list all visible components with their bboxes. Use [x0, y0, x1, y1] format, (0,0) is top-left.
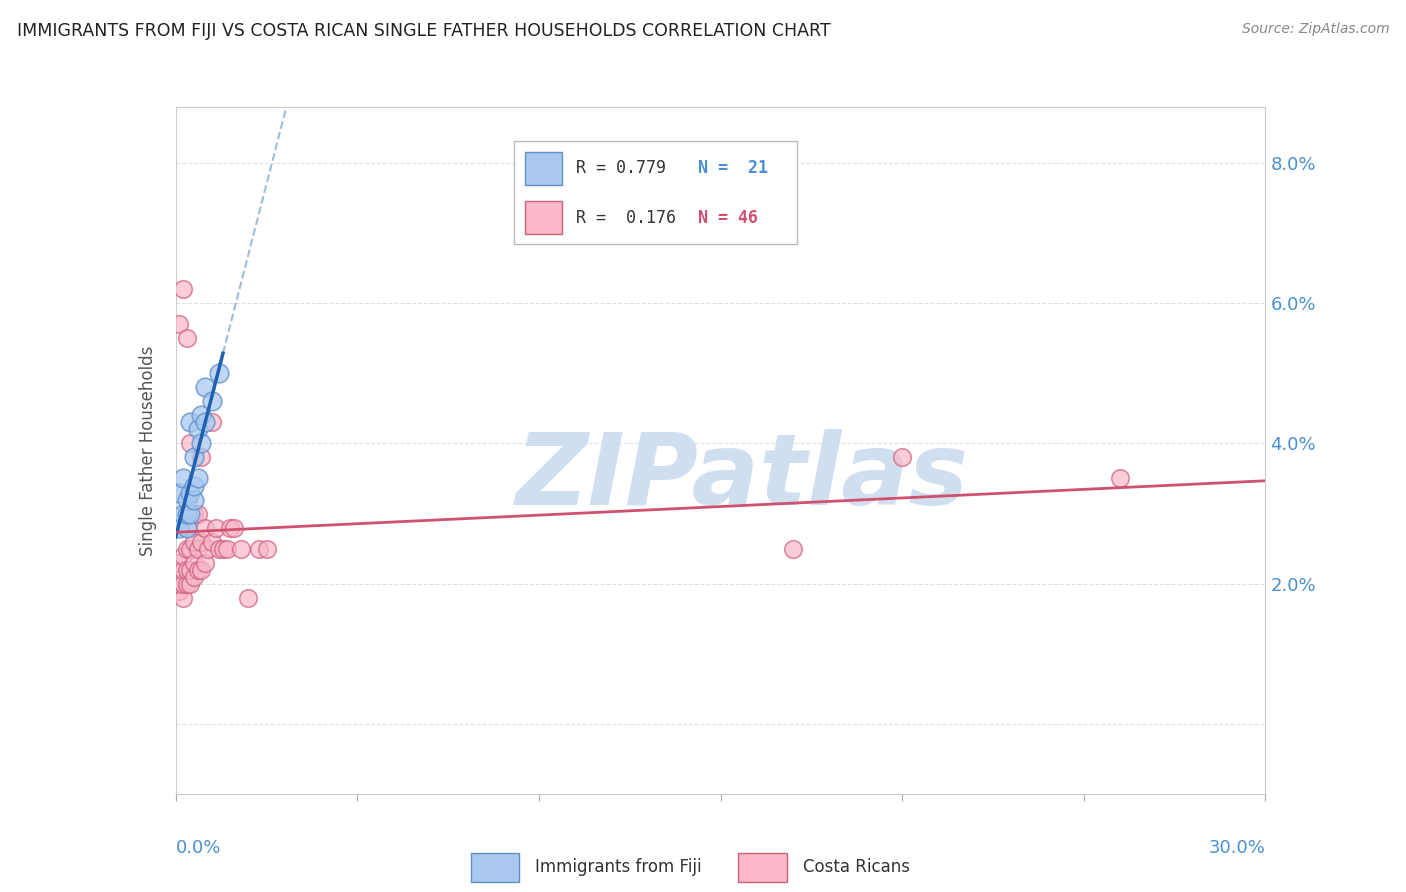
Point [176, 520, 198, 534]
Text: R =  0.176: R = 0.176 [576, 209, 676, 227]
Point [891, 450, 914, 465]
Point [190, 563, 212, 577]
Point [194, 556, 217, 570]
Point [176, 507, 198, 521]
Point [179, 416, 201, 430]
Point [176, 520, 198, 534]
Point [190, 436, 212, 450]
Point [169, 556, 191, 570]
Point [172, 549, 194, 563]
Point [179, 576, 201, 591]
Point [169, 520, 191, 534]
Point [169, 576, 191, 591]
Point [183, 556, 205, 570]
Point [169, 318, 191, 332]
Point [176, 331, 198, 345]
Point [201, 394, 224, 409]
Point [186, 507, 209, 521]
FancyBboxPatch shape [524, 201, 562, 234]
Point [186, 563, 209, 577]
Point [194, 416, 217, 430]
Point [176, 576, 198, 591]
Text: N =  21: N = 21 [697, 159, 768, 178]
Point [201, 416, 224, 430]
Point [212, 541, 235, 556]
Point [176, 541, 198, 556]
Point [169, 485, 191, 500]
Point [204, 520, 226, 534]
Text: IMMIGRANTS FROM FIJI VS COSTA RICAN SINGLE FATHER HOUSEHOLDS CORRELATION CHART: IMMIGRANTS FROM FIJI VS COSTA RICAN SING… [17, 22, 831, 40]
Point [256, 541, 278, 556]
Text: 30.0%: 30.0% [1209, 838, 1265, 856]
Text: Source: ZipAtlas.com: Source: ZipAtlas.com [1241, 22, 1389, 37]
Point [231, 541, 253, 556]
Point [179, 563, 201, 577]
Text: N = 46: N = 46 [697, 209, 758, 227]
Point [1109, 471, 1132, 485]
Point [183, 507, 205, 521]
Point [222, 520, 245, 534]
Point [176, 563, 198, 577]
Point [190, 450, 212, 465]
Point [183, 492, 205, 507]
Point [172, 282, 194, 296]
Point [201, 534, 224, 549]
FancyBboxPatch shape [524, 152, 562, 185]
Point [183, 450, 205, 465]
Point [238, 591, 260, 605]
Text: 0.0%: 0.0% [176, 838, 221, 856]
Point [190, 409, 212, 423]
Point [183, 569, 205, 583]
Point [172, 591, 194, 605]
Point [782, 541, 804, 556]
Text: Immigrants from Fiji: Immigrants from Fiji [536, 858, 702, 877]
Point [183, 534, 205, 549]
Point [172, 576, 194, 591]
Point [176, 492, 198, 507]
Point [183, 478, 205, 492]
Point [179, 541, 201, 556]
Point [194, 520, 217, 534]
Text: ZIPatlas: ZIPatlas [516, 429, 969, 526]
Point [186, 471, 209, 485]
Y-axis label: Single Father Households: Single Father Households [139, 345, 157, 556]
Point [172, 471, 194, 485]
Point [179, 436, 201, 450]
Text: R = 0.779: R = 0.779 [576, 159, 666, 178]
Point [179, 485, 201, 500]
Point [186, 422, 209, 436]
Point [186, 541, 209, 556]
Point [215, 541, 238, 556]
FancyBboxPatch shape [738, 854, 786, 881]
Point [172, 563, 194, 577]
FancyBboxPatch shape [471, 854, 519, 881]
Point [190, 534, 212, 549]
Point [172, 507, 194, 521]
Point [169, 583, 191, 598]
Point [194, 380, 217, 394]
FancyBboxPatch shape [513, 141, 797, 244]
Point [247, 541, 270, 556]
Text: Costa Ricans: Costa Ricans [803, 858, 910, 877]
Point [197, 541, 219, 556]
Point [219, 520, 242, 534]
Point [208, 541, 231, 556]
Point [208, 367, 231, 381]
Point [179, 507, 201, 521]
